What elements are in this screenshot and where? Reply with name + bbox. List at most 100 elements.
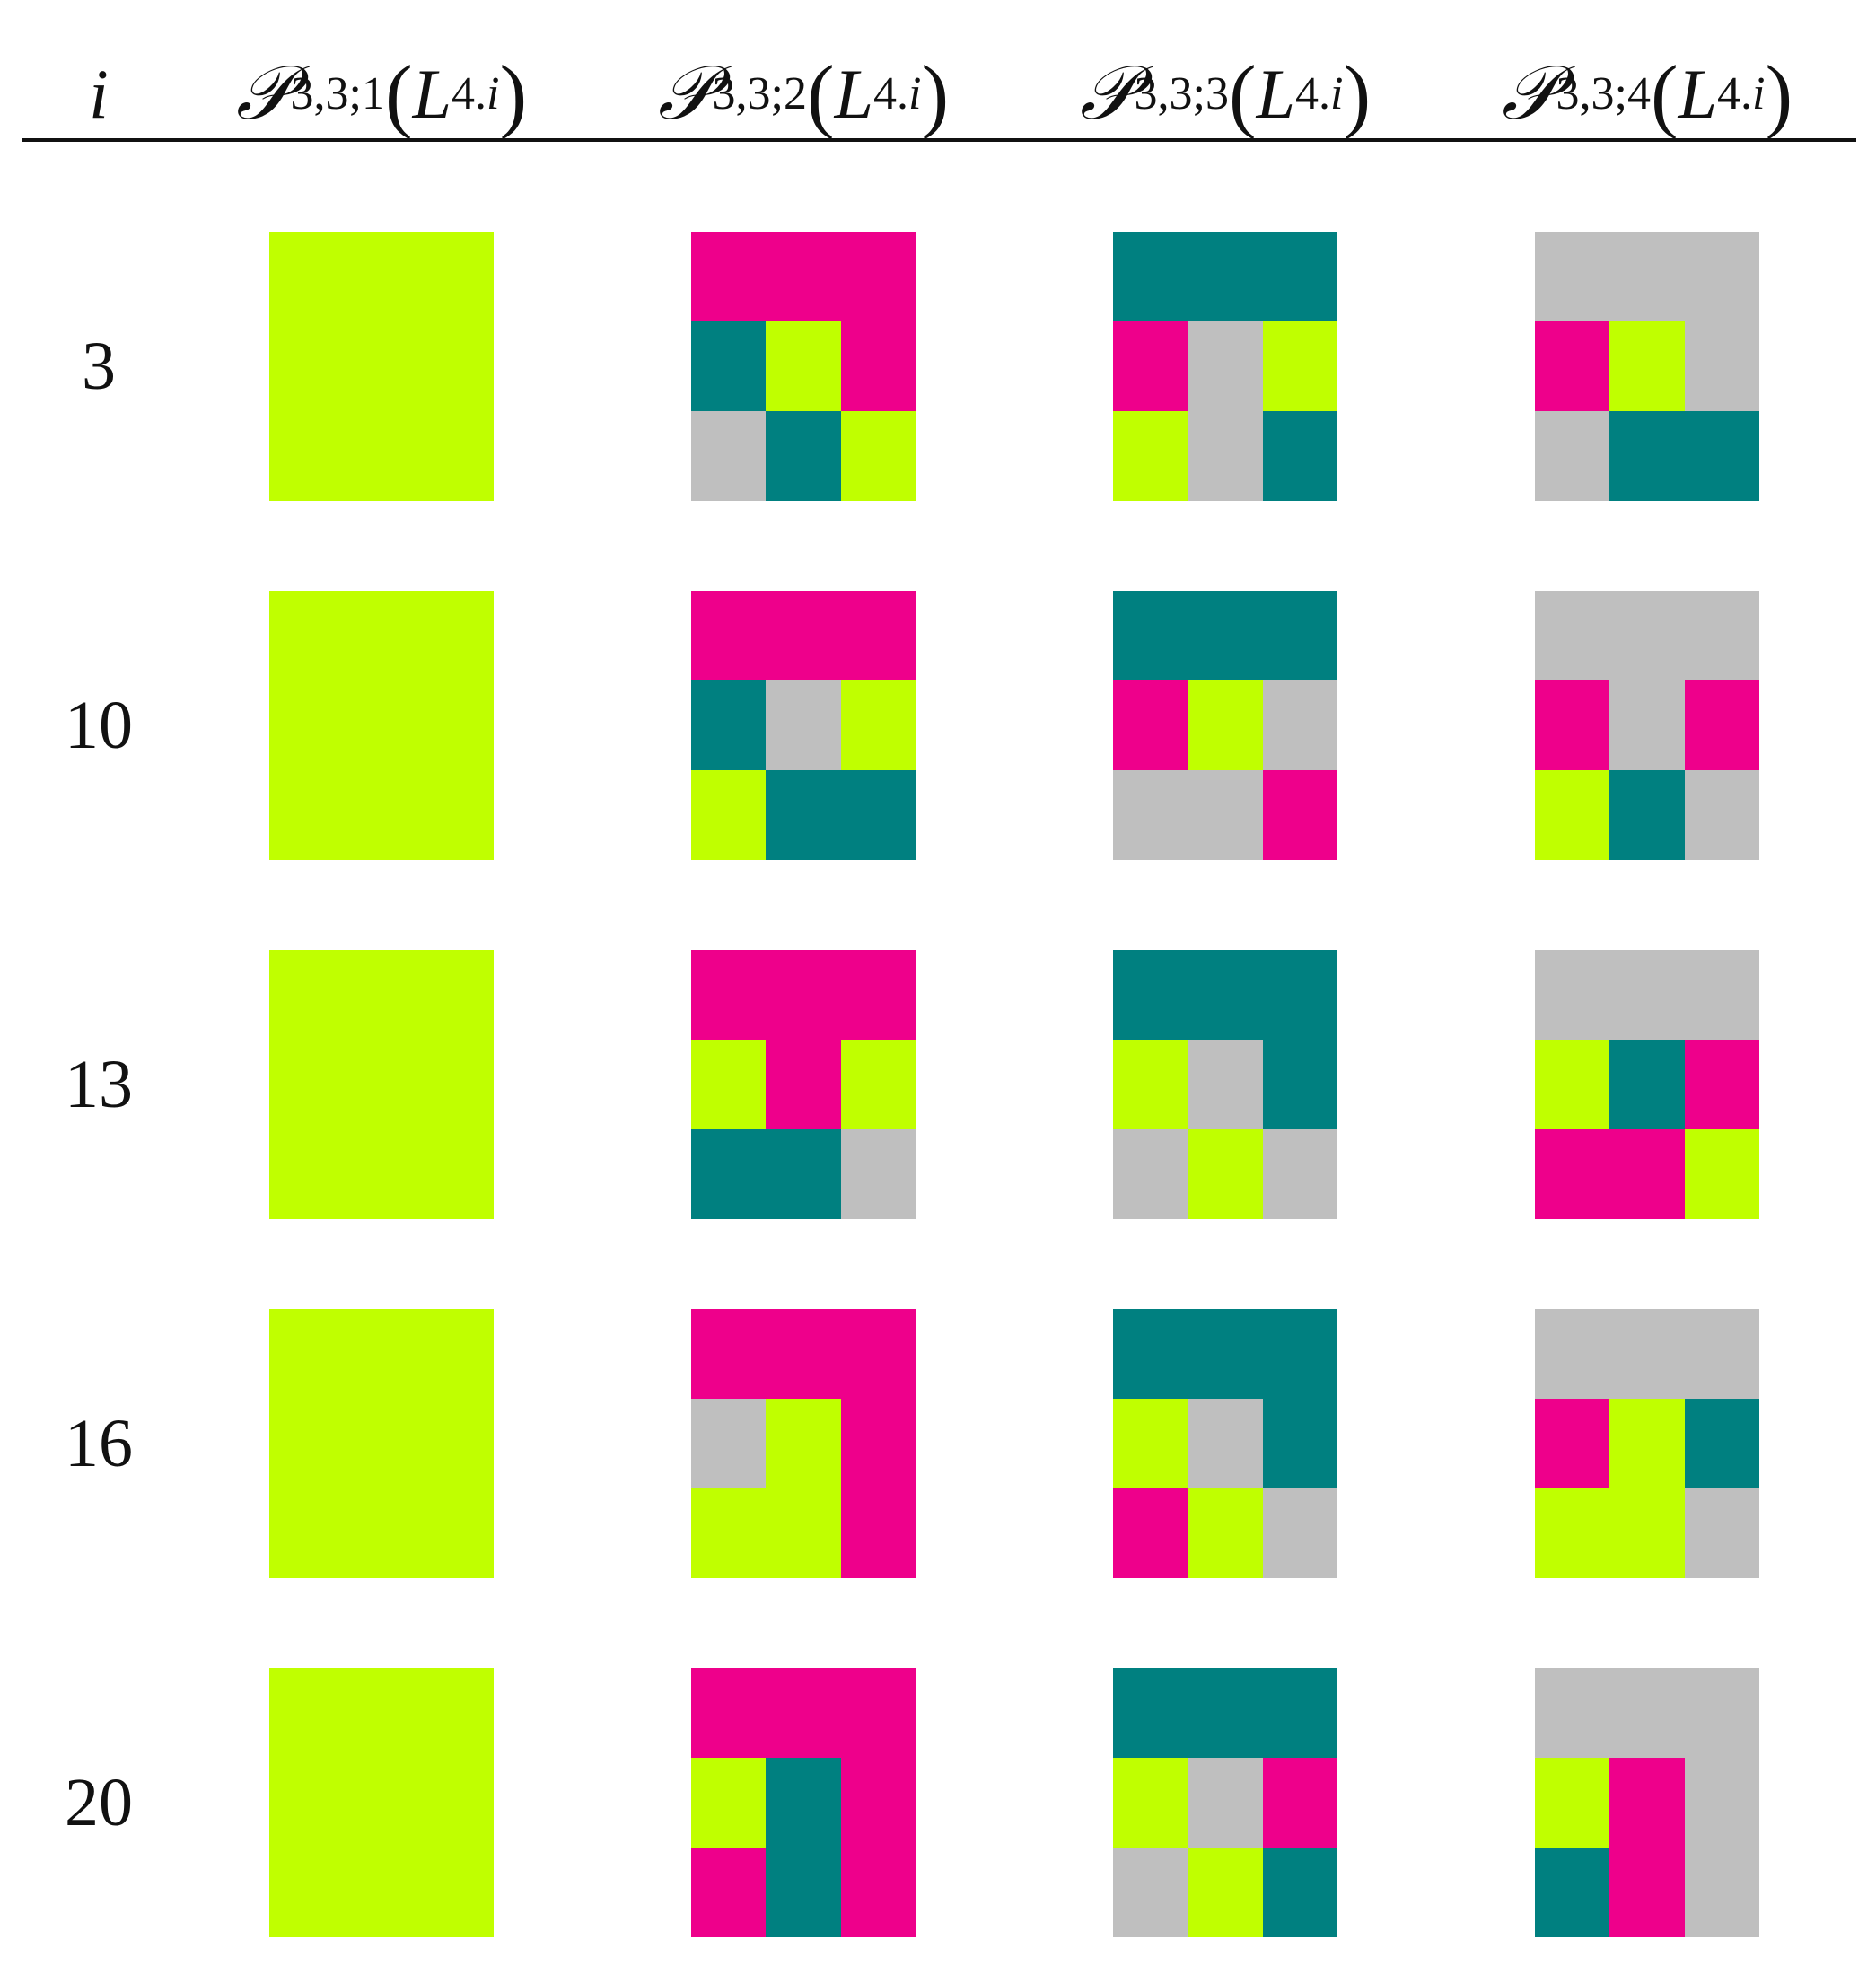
tile-cell (1684, 1040, 1759, 1129)
tile-cell (1113, 770, 1188, 860)
tile-cell (840, 1488, 916, 1578)
tile-cell (269, 1040, 345, 1129)
tile-cell (1262, 411, 1337, 501)
close-paren: ) (1343, 48, 1372, 140)
tile-cell (1609, 680, 1685, 770)
tile-cell (1684, 680, 1759, 770)
tiling-pattern-k2 (691, 232, 916, 501)
tile-cell (766, 950, 841, 1040)
tiling-pattern-k1 (269, 232, 494, 501)
tile-cell (1262, 591, 1337, 680)
row-index-label: 16 (65, 1406, 133, 1481)
tile-cell (1188, 232, 1263, 321)
tile-cell (1188, 680, 1263, 770)
header-column-3: 𝒫 3,3;3(L 4.i) (1032, 45, 1418, 144)
header-rule (22, 138, 1856, 142)
tile-cell (1113, 1309, 1188, 1399)
tile-cell (1609, 1488, 1685, 1578)
tile-cell (766, 1668, 841, 1758)
tile-cell (1262, 1848, 1337, 1937)
arg-subscript: 4.i (873, 71, 921, 118)
tile-cell (1113, 1668, 1188, 1758)
tile-cell (269, 1758, 345, 1848)
tile-cell (1684, 770, 1759, 860)
tile-cell (1535, 1129, 1610, 1219)
tile-cell (269, 680, 345, 770)
tile-cell (1609, 1309, 1685, 1399)
tile-cell (1684, 321, 1759, 411)
script-p-symbol: 𝒫 (235, 52, 291, 136)
tile-cell (1188, 1129, 1263, 1219)
tile-cell (840, 1399, 916, 1488)
tile-cell (840, 1848, 916, 1937)
tile-cell (1188, 770, 1263, 860)
tile-cell (1535, 1488, 1610, 1578)
tile-cell (418, 411, 494, 501)
tile-cell (344, 680, 419, 770)
tile-cell (766, 411, 841, 501)
tiling-pattern-k4 (1535, 1309, 1759, 1578)
tile-cell (691, 950, 767, 1040)
tile-cell (418, 770, 494, 860)
arg-subscript-i: i (1751, 68, 1766, 119)
tiling-pattern-k2 (691, 591, 916, 860)
tile-cell (1609, 1668, 1685, 1758)
close-paren: ) (1765, 48, 1793, 140)
arg-letter: L (412, 55, 451, 133)
tile-cell (1609, 1758, 1685, 1848)
tile-cell (344, 1309, 419, 1399)
row-index-label: 20 (65, 1765, 133, 1840)
tile-cell (269, 321, 345, 411)
tile-cell (691, 591, 767, 680)
tiling-pattern-k2 (691, 1668, 916, 1937)
tile-cell (1113, 680, 1188, 770)
tile-cell (418, 680, 494, 770)
header-subscript: 3,3;2 (713, 71, 807, 118)
tile-cell (344, 1399, 419, 1488)
tile-cell (1609, 321, 1685, 411)
tile-cell (1188, 1758, 1263, 1848)
tile-cell (766, 232, 841, 321)
tile-cell (1113, 1129, 1188, 1219)
subscript-prefix: 3,3; (1556, 68, 1627, 119)
tile-cell (1535, 1758, 1610, 1848)
tile-cell (1535, 1040, 1610, 1129)
script-p-symbol: 𝒫 (657, 52, 713, 136)
script-p-symbol: 𝒫 (1079, 52, 1135, 136)
tile-cell (1535, 1848, 1610, 1937)
tile-cell (344, 321, 419, 411)
tile-cell (766, 1309, 841, 1399)
tile-cell (269, 232, 345, 321)
tile-cell (1609, 1848, 1685, 1937)
tile-cell (1262, 770, 1337, 860)
tiling-pattern-k1 (269, 1309, 494, 1578)
arg-subscript-i: i (1329, 68, 1344, 119)
tile-cell (766, 1488, 841, 1578)
tile-cell (269, 1848, 345, 1937)
tile-cell (269, 591, 345, 680)
tiling-pattern-k3 (1113, 591, 1337, 860)
tile-cell (691, 1488, 767, 1578)
arg-subscript: 4.i (451, 71, 499, 118)
tile-cell (1188, 321, 1263, 411)
tile-cell (691, 1758, 767, 1848)
tile-cell (418, 1309, 494, 1399)
subscript-prefix: 3,3; (290, 68, 362, 119)
tile-cell (766, 1040, 841, 1129)
tile-cell (1684, 1399, 1759, 1488)
tile-cell (1684, 1309, 1759, 1399)
tile-cell (840, 591, 916, 680)
header-subscript: 3,3;4 (1556, 71, 1651, 118)
tile-cell (840, 232, 916, 321)
tile-cell (840, 1040, 916, 1129)
tile-cell (1609, 411, 1685, 501)
tiling-pattern-k1 (269, 950, 494, 1219)
tile-cell (1684, 1129, 1759, 1219)
header-subscript: 3,3;1 (291, 71, 385, 118)
header-column-2: 𝒫 3,3;2(L 4.i) (610, 45, 996, 144)
tile-cell (840, 321, 916, 411)
tile-cell (344, 770, 419, 860)
tile-cell (766, 1758, 841, 1848)
subscript-k: 3 (1205, 68, 1229, 119)
tile-cell (418, 1758, 494, 1848)
